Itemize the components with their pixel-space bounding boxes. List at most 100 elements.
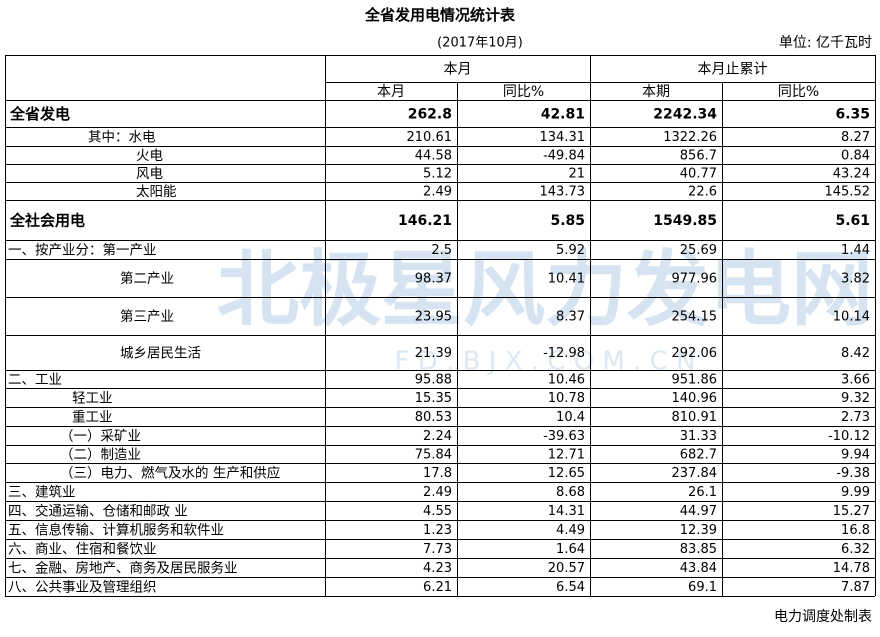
row-label: 五、信息传输、计算机服务和软件业 [8, 522, 224, 539]
cell-value: 8.27 [841, 130, 870, 145]
cell-value: 5.92 [556, 243, 585, 258]
cell-value: 6.54 [556, 580, 585, 595]
cell-value: 140.96 [672, 391, 718, 406]
cell-value: 4.55 [423, 504, 452, 519]
row-label: （三）电力、燃气及水的 生产和供应 [60, 465, 280, 482]
cell-value: 16.8 [841, 523, 870, 538]
cell-value: 2242.34 [653, 107, 717, 123]
cell-value: 4.23 [423, 561, 452, 576]
cell-value: 10.78 [548, 391, 585, 406]
row-label: 其中：水电 [88, 130, 156, 146]
cell-value: 9.99 [841, 485, 870, 500]
cell-value: 17.8 [423, 466, 452, 481]
cell-value: 810.91 [672, 410, 718, 425]
cell-value: 14.31 [548, 504, 585, 519]
cell-value: -12.98 [543, 346, 585, 361]
cell-value: 2.73 [841, 410, 870, 425]
cell-value: 134.31 [540, 130, 586, 145]
cell-value: 146.21 [398, 213, 452, 229]
cell-value: 262.8 [408, 107, 452, 123]
cell-value: 6.21 [423, 580, 452, 595]
cell-value: 2.49 [423, 185, 452, 200]
cell-value: 1.23 [423, 523, 452, 538]
cell-value: 1549.85 [653, 213, 717, 229]
row-label: 风电 [136, 166, 163, 182]
cell-value: 42.81 [541, 107, 585, 123]
cell-value: 1.64 [556, 542, 585, 557]
row-label: （二）制造业 [60, 447, 141, 463]
cell-value: 143.73 [540, 185, 586, 200]
row-label: 四、交通运输、仓储和邮政 业 [8, 503, 188, 520]
cell-value: 8.42 [841, 346, 870, 361]
cell-value: 292.06 [672, 346, 718, 361]
cell-value: 31.33 [680, 429, 717, 444]
cell-value: 145.52 [825, 185, 871, 200]
row-label: 火电 [136, 148, 163, 164]
cell-value: 83.85 [680, 542, 717, 557]
group-header: 本月止累计 [698, 62, 768, 78]
cell-value: 22.6 [688, 185, 717, 200]
cell-value: 9.32 [841, 391, 870, 406]
cell-value: 210.61 [407, 130, 453, 145]
cell-value: 25.69 [680, 243, 717, 258]
footer-note: 电力调度处制表 [774, 609, 872, 625]
cell-value: 5.61 [835, 213, 870, 229]
cell-value: 20.57 [548, 561, 585, 576]
cell-value: 43.84 [680, 561, 717, 576]
cell-value: 1322.26 [663, 130, 717, 145]
row-label: 七、金融、房地产、商务及居民服务业 [8, 561, 238, 577]
subtitle: (2017年10月) [437, 36, 523, 51]
cell-value: -10.12 [828, 429, 870, 444]
cell-value: 10.14 [833, 310, 870, 325]
cell-value: 10.46 [548, 373, 585, 388]
cell-value: 682.7 [680, 448, 717, 463]
watermark: 北极星风力发电网 [217, 242, 873, 337]
row-label: 二、工业 [8, 372, 62, 388]
cell-value: -9.38 [836, 466, 870, 481]
row-label: 六、商业、住宿和餐饮业 [8, 541, 157, 558]
row-label: 第三产业 [120, 308, 174, 325]
cell-value: 12.65 [548, 466, 585, 481]
cell-value: 43.24 [833, 167, 870, 182]
cell-value: 21.39 [415, 346, 452, 361]
cell-value: 2.5 [431, 243, 452, 258]
cell-value: 21 [568, 167, 585, 182]
cell-value: 951.86 [672, 373, 718, 388]
group-header: 本月 [444, 62, 472, 78]
unit: 单位: 亿千瓦时 [779, 35, 872, 51]
row-label: 轻工业 [72, 391, 113, 407]
cell-value: 3.66 [841, 373, 870, 388]
cell-value: 75.84 [415, 448, 452, 463]
row-label: 全省发电 [9, 105, 70, 123]
cell-value: 80.53 [415, 410, 452, 425]
cell-value: 12.39 [680, 523, 717, 538]
cell-value: 14.78 [833, 561, 870, 576]
cell-value: 7.73 [423, 542, 452, 557]
title: 全省发用电情况统计表 [364, 6, 516, 24]
cell-value: 15.35 [415, 391, 452, 406]
cell-value: 69.1 [688, 580, 717, 595]
row-label: （一）采矿业 [60, 429, 141, 445]
sub-header: 本月 [377, 84, 405, 100]
sub-header: 本期 [642, 84, 670, 100]
row-label: 城乡居民生活 [120, 346, 201, 362]
row-label: 三、建筑业 [8, 485, 76, 501]
cell-value: 15.27 [833, 504, 870, 519]
cell-value: 254.15 [672, 310, 718, 325]
cell-value: 10.4 [556, 410, 585, 425]
cell-value: 44.58 [415, 149, 452, 164]
row-label: 太阳能 [136, 184, 177, 200]
cell-value: 6.32 [841, 542, 870, 557]
row-label: 第二产业 [120, 270, 174, 287]
cell-value: 44.97 [680, 504, 717, 519]
cell-value: 8.37 [556, 310, 585, 325]
cell-value: 237.84 [672, 466, 718, 481]
cell-value: 98.37 [415, 272, 452, 287]
sub-header: 同比% [503, 84, 544, 100]
cell-value: 0.84 [841, 149, 870, 164]
cell-value: 1.44 [841, 243, 870, 258]
cell-value: 9.94 [841, 448, 870, 463]
cell-value: 10.41 [548, 272, 585, 287]
row-label: 八、公共事业及管理组织 [8, 580, 157, 596]
